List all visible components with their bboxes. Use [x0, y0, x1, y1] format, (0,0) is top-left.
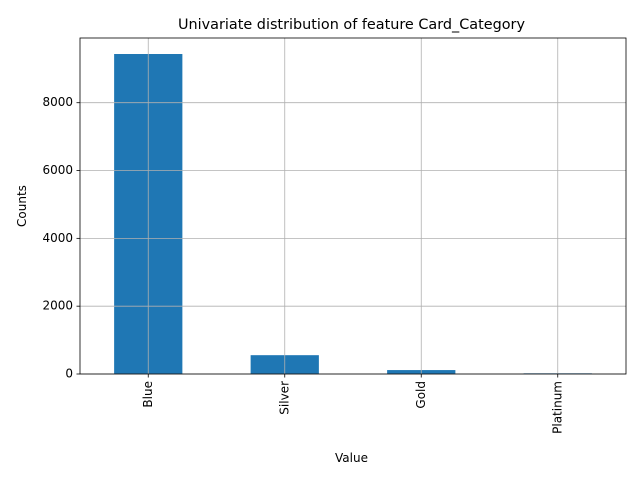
y-tick-label: 6000	[42, 163, 73, 177]
chart-title: Univariate distribution of feature Card_…	[178, 17, 525, 33]
x-axis-label: Value	[335, 451, 368, 465]
y-axis-label: Counts	[15, 185, 29, 227]
x-tick-label-blue: Blue	[141, 381, 155, 408]
plot-frame	[79, 37, 627, 375]
y-tick-label: 4000	[42, 231, 73, 245]
x-tick-label-platinum: Platinum	[550, 381, 564, 434]
plot-layer: 0 2000 4000 6000 8000 Blue Silver Gold Platinum	[42, 37, 627, 434]
x-tick-label-silver: Silver	[277, 381, 291, 415]
x-tick-label-gold: Gold	[414, 381, 428, 409]
y-tick-label: 2000	[42, 299, 73, 313]
y-tick-label: 8000	[42, 95, 73, 109]
y-tick-label: 0	[65, 367, 73, 381]
